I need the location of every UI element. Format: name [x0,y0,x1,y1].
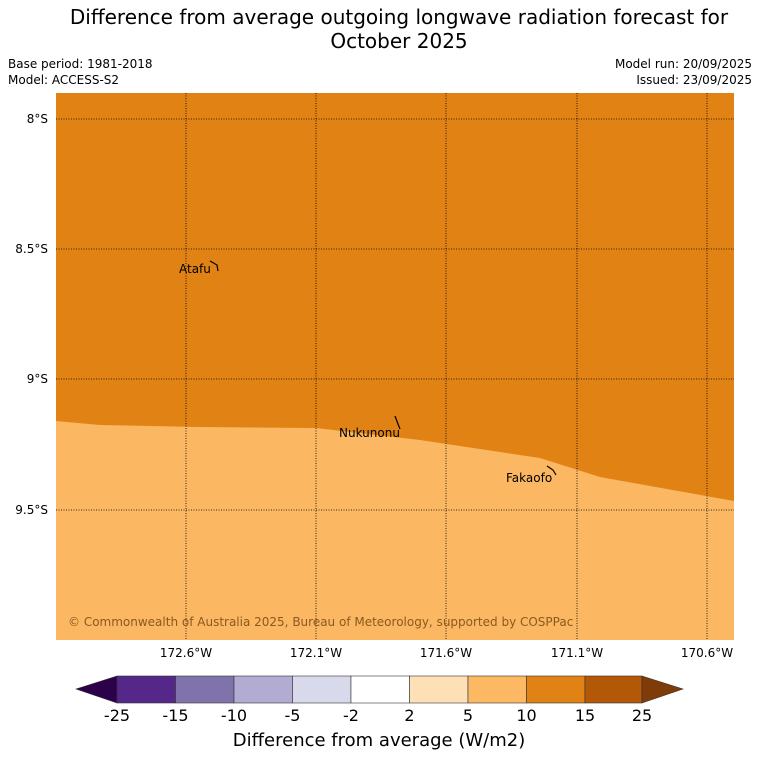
place-nukunonu: Nukunonu [339,426,400,440]
nukunonu-atoll [394,415,401,430]
title-line-2: October 2025 [330,29,468,53]
colorbar-extend-left [75,675,118,704]
base-period: Base period: 1981-2018 [8,57,153,71]
colorbar-tick: 25 [631,706,653,725]
colorbar-bin-4 [292,675,352,704]
colorbar-bin-9 [584,675,643,704]
map-region-lower [56,421,734,640]
colorbar-tick: -25 [103,706,131,725]
colorbar-label: Difference from average (W/m2) [232,730,526,751]
lat-label-8-5s: 8.5°S [15,242,48,256]
model-name: Model: ACCESS-S2 [8,73,120,87]
meta-left: Base period: 1981-2018 Model: ACCESS-S2 [8,56,153,88]
lat-label-9-5s: 9.5°S [15,503,48,517]
atolls [209,260,557,476]
lat-label-8s: 8°S [26,112,48,126]
colorbar-bin-7 [467,675,527,704]
copyright-notice: © Commonwealth of Australia 2025, Bureau… [68,615,573,629]
colorbar-bin-3 [233,675,293,704]
lon-label-172-1w: 172.1°W [289,646,343,660]
colorbar-bin-8 [526,675,586,704]
colorbar-bin-5 [350,675,410,704]
colorbar-tick: 10 [516,706,537,725]
colorbar-tick: 5 [462,706,474,725]
colorbar-tick: 2 [404,706,415,725]
lat-label-9s: 9°S [26,372,48,386]
colorbar-tick: -2 [343,706,359,725]
colorbar-tick: 15 [574,706,596,725]
title-line-1: Difference from average outgoing longwav… [69,5,729,29]
lon-label-170-6w: 170.6°W [680,646,734,660]
gridlines [56,93,734,640]
colorbar [75,675,684,704]
place-atafu: Atafu [179,262,211,276]
colorbar-bin-6 [409,675,469,704]
lon-label-171-1w: 171.1°W [550,646,604,660]
place-fakaofo: Fakaofo [506,471,552,485]
colorbar-extend-right [641,675,684,704]
colorbar-tick: -15 [162,706,189,725]
colorbar-tick: -5 [284,706,301,725]
lon-label-172-6w: 172.6°W [159,646,213,660]
meta-right: Model run: 20/09/2025 Issued: 23/09/2025 [615,56,752,88]
atafu-atoll [209,260,219,272]
colorbar-bin-2 [175,675,235,704]
fakaofo-atoll [546,465,557,476]
lon-label-171-6w: 171.6°W [419,646,473,660]
model-run: Model run: 20/09/2025 [614,57,752,71]
chart-title: Difference from average outgoing longwav… [0,5,758,53]
colorbar-tick: -10 [220,706,248,725]
colorbar-bin-1 [116,675,176,704]
issued-date: Issued: 23/09/2025 [636,73,752,87]
